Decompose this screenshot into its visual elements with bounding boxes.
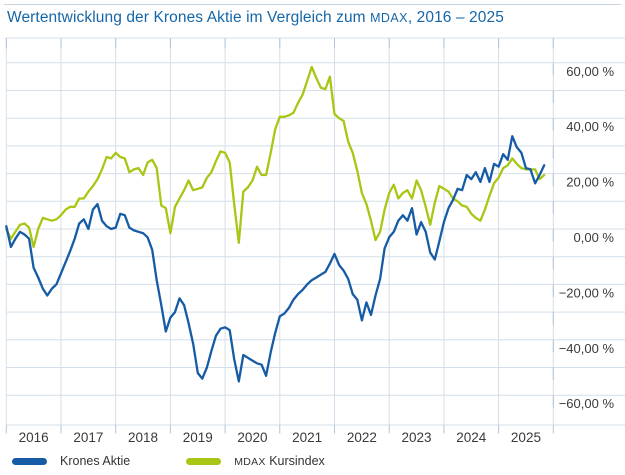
x-axis-label: 2019 — [183, 430, 213, 445]
y-axis-label: 20,00 % — [566, 175, 614, 190]
x-axis-label: 2021 — [292, 430, 322, 445]
mdax-legend-label: MDAX Kursindex — [234, 454, 325, 468]
series-line-mdax-kursindex — [5, 65, 546, 249]
chart-title: Wertentwicklung der Krones Aktie im Verg… — [7, 9, 504, 27]
y-axis-label: 40,00 % — [566, 119, 614, 134]
chart-title-suffix: , 2016 – 2025 — [407, 9, 504, 26]
x-axis-label: 2025 — [511, 430, 541, 445]
krones-legend-label: Krones Aktie — [60, 454, 131, 468]
legend-item-mdax: MDAX Kursindex — [186, 454, 325, 468]
y-axis-label: 0,00 % — [574, 230, 615, 245]
chart-title-prefix: Wertentwicklung der Krones Aktie im Verg… — [7, 9, 371, 26]
legend-item-krones: Krones Aktie — [12, 454, 130, 468]
mdax-legend-label-rest: Kursindex — [265, 454, 325, 468]
series-line-krones-aktie — [5, 135, 546, 383]
y-axis-label: −40,00 % — [559, 341, 615, 356]
x-axis-label: 2020 — [237, 430, 267, 445]
mdax-legend-label-caps: MDAX — [234, 456, 266, 468]
top-divider — [4, 4, 621, 5]
krones-legend-swatch — [12, 457, 47, 465]
mdax-legend-swatch — [186, 457, 222, 465]
x-axis-label: 2024 — [456, 430, 487, 445]
x-axis-label: 2022 — [347, 430, 377, 445]
y-axis-label: −60,00 % — [559, 396, 615, 411]
x-axis-label: 2017 — [73, 430, 103, 445]
chart-legend: Krones Aktie MDAX Kursindex — [12, 452, 325, 470]
y-axis-label: 60,00 % — [566, 64, 614, 79]
y-axis-label: −20,00 % — [559, 285, 615, 300]
x-axis-label: 2018 — [128, 430, 158, 445]
chart-title-mdax: MDAX — [370, 11, 408, 25]
x-axis-label: 2023 — [402, 430, 432, 445]
x-axis-label: 2016 — [19, 430, 49, 445]
